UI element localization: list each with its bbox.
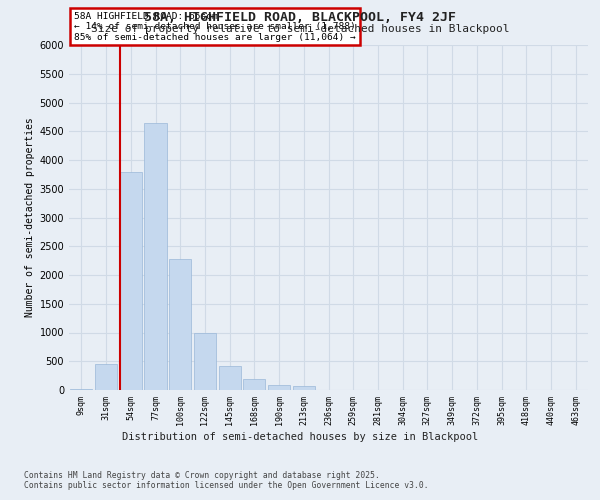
Y-axis label: Number of semi-detached properties: Number of semi-detached properties bbox=[25, 118, 35, 318]
Text: Size of property relative to semi-detached houses in Blackpool: Size of property relative to semi-detach… bbox=[91, 24, 509, 34]
Text: 58A HIGHFIELD ROAD: 65sqm
← 14% of semi-detached houses are smaller (1,788)
85% : 58A HIGHFIELD ROAD: 65sqm ← 14% of semi-… bbox=[74, 12, 356, 42]
Bar bbox=[95, 364, 117, 390]
Bar bbox=[194, 332, 216, 390]
Bar bbox=[169, 259, 191, 390]
Bar bbox=[145, 122, 167, 390]
Text: Contains HM Land Registry data © Crown copyright and database right 2025.
Contai: Contains HM Land Registry data © Crown c… bbox=[24, 470, 428, 490]
Bar bbox=[243, 378, 265, 390]
Bar bbox=[218, 366, 241, 390]
Bar bbox=[70, 388, 92, 390]
Text: Distribution of semi-detached houses by size in Blackpool: Distribution of semi-detached houses by … bbox=[122, 432, 478, 442]
Bar bbox=[268, 386, 290, 390]
Text: 58A, HIGHFIELD ROAD, BLACKPOOL, FY4 2JF: 58A, HIGHFIELD ROAD, BLACKPOOL, FY4 2JF bbox=[144, 11, 456, 24]
Bar bbox=[119, 172, 142, 390]
Bar bbox=[293, 386, 315, 390]
